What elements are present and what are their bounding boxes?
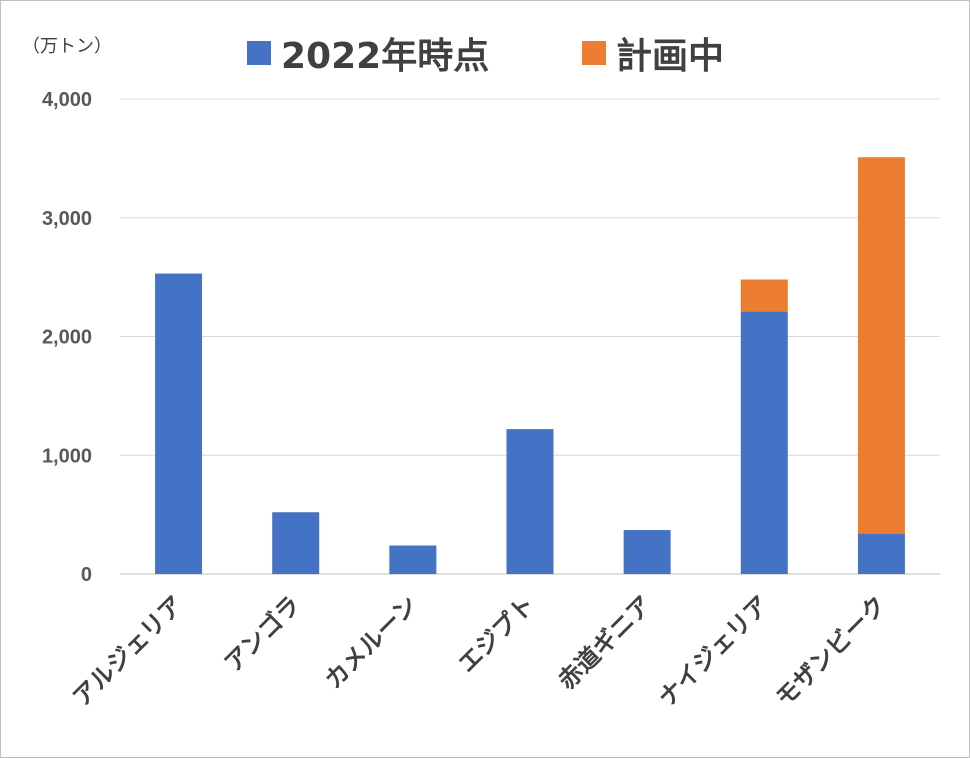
bar-current [506,429,554,574]
bar-planned [740,279,788,312]
x-tick-label: 赤道ギニア [553,590,658,695]
bar-current [389,545,437,574]
x-tick-label: アルジェリア [67,590,188,711]
legend-swatch-planned [582,41,606,65]
legend-label-current: 2022年時点 [281,36,490,77]
y-axis-unit-label: （万トン） [22,36,112,57]
legend-label-planned: 計画中 [616,36,725,77]
bar-current [272,512,320,574]
bar-planned [857,157,905,534]
bar-current [740,311,788,574]
legend-item-current: 2022年時点 [247,28,489,78]
x-tick-label: エジプト [453,590,541,678]
x-tick-label: モザンビーク [770,590,892,712]
legend-item-planned: 計画中 [582,28,724,78]
x-tick-label: カメルーン [319,590,423,694]
y-tick-label: 2,000 [42,327,92,349]
bar-current [623,530,671,574]
bar-current [155,273,203,574]
y-tick-label: 0 [81,564,92,586]
x-tick-label: アンゴラ [219,590,306,677]
y-tick-label: 1,000 [42,445,92,467]
legend-swatch-current [247,41,271,65]
bar-current [857,533,905,574]
y-tick-label: 4,000 [42,89,92,111]
x-tick-label: ナイジェリア [653,590,775,712]
y-tick-label: 3,000 [42,208,92,230]
